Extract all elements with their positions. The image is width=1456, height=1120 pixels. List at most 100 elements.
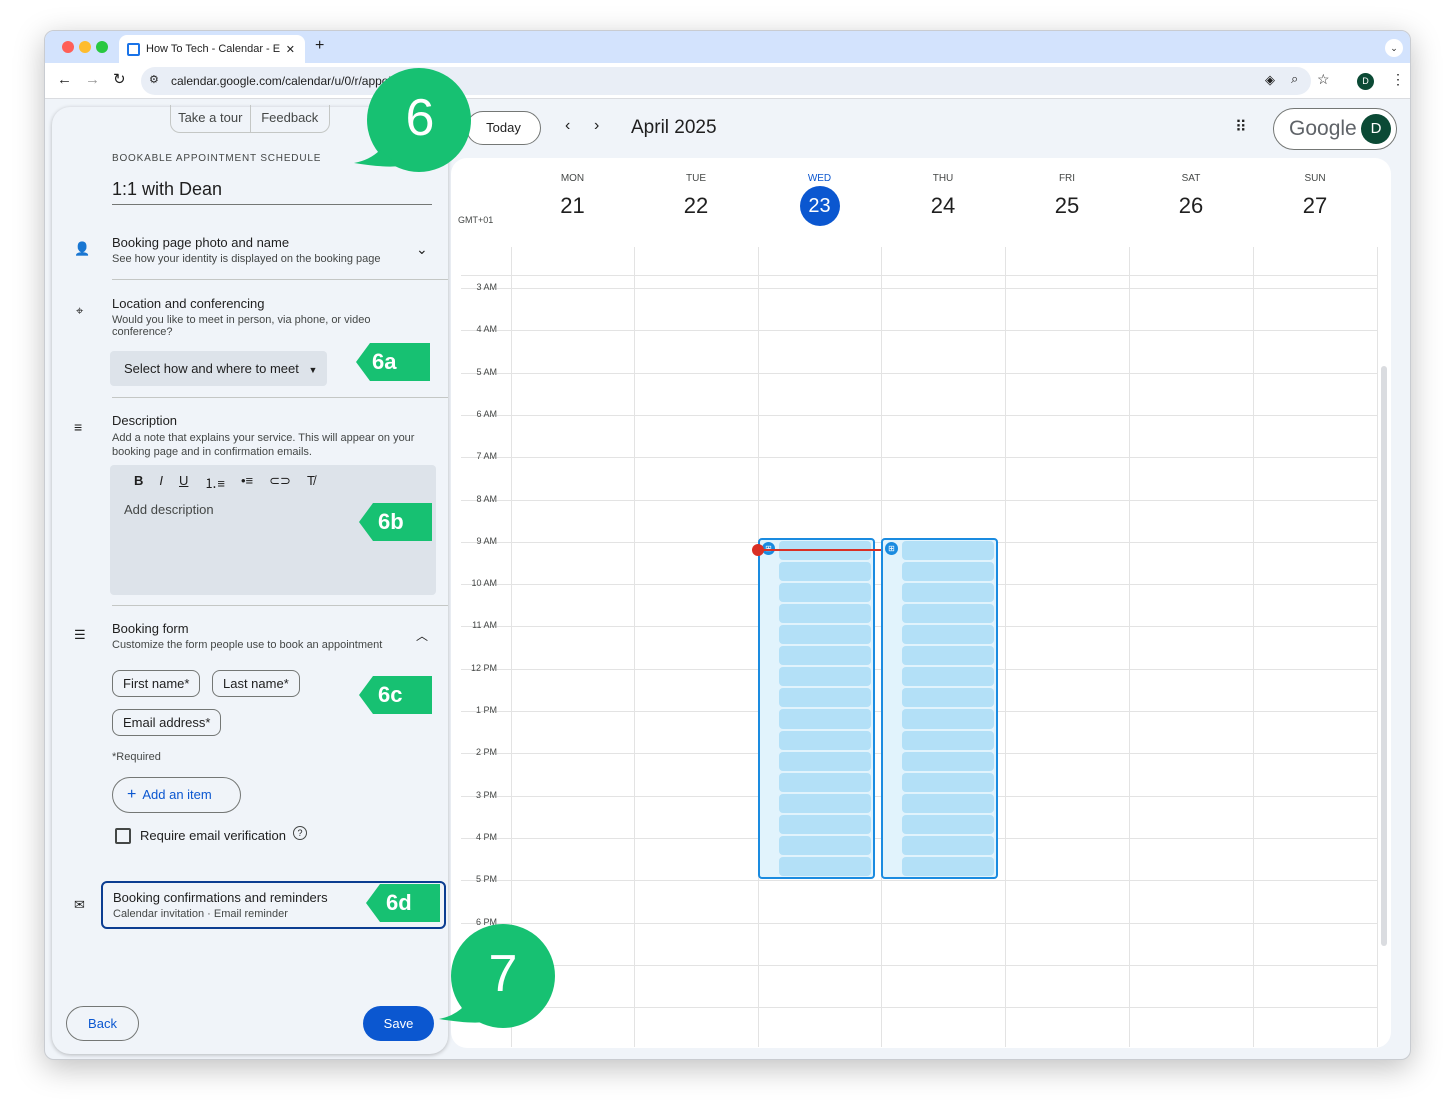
back-arrow-icon[interactable]: ←	[57, 71, 72, 88]
time-label: 5 PM	[475, 874, 497, 885]
underline-icon[interactable]: U	[179, 473, 189, 488]
appointment-slot[interactable]	[902, 793, 994, 813]
time-label: 4 AM	[476, 324, 497, 335]
link-icon[interactable]: ⊂⊃	[269, 473, 291, 488]
day-column-divider	[1129, 247, 1130, 1047]
appointment-slot[interactable]	[779, 688, 871, 708]
time-label: 6 AM	[476, 408, 497, 419]
bold-icon[interactable]: B	[134, 473, 144, 488]
day-number[interactable]: 24	[930, 193, 956, 218]
appointment-slot[interactable]	[779, 604, 871, 624]
take-tour-button[interactable]: Take a tour	[171, 105, 251, 132]
appointment-slot[interactable]	[902, 836, 994, 856]
save-button[interactable]: Save	[363, 1006, 434, 1041]
appointment-slot[interactable]	[902, 667, 994, 687]
chevron-up-icon[interactable]: ︿	[416, 629, 429, 643]
hour-line	[461, 880, 1377, 882]
url-field[interactable]: ⚙ calendar.google.com/calendar/u/0/r/appo…	[141, 67, 1311, 95]
time-label: 9 AM	[476, 535, 497, 546]
appointment-slot[interactable]	[902, 814, 994, 834]
appointment-slot[interactable]	[779, 814, 871, 834]
appointment-slot[interactable]	[902, 688, 994, 708]
feedback-button[interactable]: Feedback	[261, 110, 319, 125]
day-number[interactable]: 23	[799, 186, 840, 226]
today-button[interactable]: Today	[466, 111, 541, 145]
last-name-field-chip[interactable]: Last name*	[212, 670, 300, 697]
step6-label: 6	[405, 89, 435, 147]
zoom-icon[interactable]: ⌕	[1291, 71, 1299, 86]
maximize-window-button[interactable]	[96, 41, 108, 53]
profile-avatar[interactable]: D	[1357, 73, 1374, 90]
tab-search-chevron-icon[interactable]: ⌄	[1385, 39, 1403, 57]
availability-block[interactable]: ⊞	[881, 537, 998, 880]
close-tab-icon[interactable]: ✕	[285, 43, 295, 56]
italic-icon[interactable]: I	[159, 473, 164, 488]
appointment-slot[interactable]	[779, 793, 871, 813]
appointment-slot[interactable]	[779, 772, 871, 792]
hour-line	[461, 288, 1377, 289]
appointment-slot[interactable]	[779, 751, 871, 771]
calendar-scrollbar[interactable]	[1381, 366, 1387, 946]
appointment-slot[interactable]	[902, 540, 994, 560]
forward-arrow-icon[interactable]: →	[85, 71, 100, 88]
more-menu-icon[interactable]: ⋮	[1391, 71, 1405, 87]
appointment-slot[interactable]	[902, 646, 994, 666]
list-icon: ☰	[74, 627, 86, 642]
new-tab-button[interactable]: +	[315, 37, 325, 54]
clear-formatting-icon[interactable]: T̸	[306, 473, 315, 488]
appointment-slot[interactable]	[902, 582, 994, 603]
appointment-slot[interactable]	[902, 604, 994, 624]
schedule-title-input[interactable]: 1:1 with Dean	[112, 179, 432, 205]
appointment-slot[interactable]	[779, 836, 871, 856]
current-time-dot	[752, 544, 764, 556]
appointment-slot[interactable]	[902, 561, 994, 581]
appointment-schedule-icon: ⊞	[885, 541, 898, 555]
day-number[interactable]: 27	[1302, 193, 1328, 218]
appointment-slot[interactable]	[779, 667, 871, 687]
close-window-button[interactable]	[62, 41, 74, 53]
appointment-slot[interactable]	[902, 709, 994, 729]
account-button[interactable]: Google D	[1273, 108, 1397, 150]
bookmark-star-icon[interactable]: ☆	[1317, 71, 1330, 87]
numbered-list-icon[interactable]: ⒈≡	[204, 476, 225, 491]
meeting-location-select[interactable]: Select how and where to meet ▼	[110, 351, 327, 386]
help-icon[interactable]: ?	[293, 826, 307, 840]
appointment-slot[interactable]	[902, 857, 994, 877]
back-button[interactable]: Back	[66, 1006, 139, 1041]
day-of-week: TUE	[686, 173, 706, 184]
appointment-slot[interactable]	[902, 625, 994, 645]
day-number[interactable]: 26	[1178, 193, 1204, 218]
previous-week-icon[interactable]: ‹	[565, 117, 571, 134]
apps-grid-icon[interactable]: ⠿	[1235, 119, 1247, 136]
day-number[interactable]: 25	[1054, 193, 1080, 218]
time-label: 6 PM	[475, 916, 497, 927]
appointment-slot[interactable]	[779, 625, 871, 645]
confirmations-section[interactable]: Booking confirmations and reminders Cale…	[101, 881, 446, 929]
appointment-slot[interactable]	[902, 730, 994, 750]
email-verification-checkbox[interactable]	[115, 828, 131, 844]
chevron-down-icon[interactable]: ⌄	[416, 241, 428, 257]
extension-icon[interactable]: ◈	[1265, 72, 1275, 87]
appointment-slot[interactable]	[779, 730, 871, 750]
availability-block[interactable]: ⊞	[758, 537, 875, 880]
next-week-icon[interactable]: ›	[594, 117, 600, 134]
time-label: 2 PM	[475, 747, 497, 758]
browser-tab[interactable]: How To Tech - Calendar - Edi ✕	[119, 35, 305, 63]
appointment-slot[interactable]	[779, 646, 871, 666]
appointment-slot[interactable]	[902, 751, 994, 771]
reload-icon[interactable]: ↻	[113, 71, 126, 88]
photo-name-section[interactable]: Booking page photo and name See how your…	[112, 235, 381, 265]
appointment-slot[interactable]	[779, 857, 871, 877]
day-number[interactable]: 22	[683, 193, 709, 218]
appointment-slot[interactable]	[779, 582, 871, 603]
appointment-slot[interactable]	[779, 561, 871, 581]
email-field-chip[interactable]: Email address*	[112, 709, 222, 736]
site-settings-icon[interactable]: ⚙	[149, 74, 159, 86]
appointment-slot[interactable]	[902, 772, 994, 792]
first-name-field-chip[interactable]: First name*	[112, 670, 201, 697]
day-number[interactable]: 21	[560, 193, 585, 218]
bulleted-list-icon[interactable]: •≡	[241, 473, 254, 488]
add-item-button[interactable]: + Add an item	[112, 777, 241, 813]
minimize-window-button[interactable]	[79, 41, 91, 53]
appointment-slot[interactable]	[779, 709, 871, 729]
